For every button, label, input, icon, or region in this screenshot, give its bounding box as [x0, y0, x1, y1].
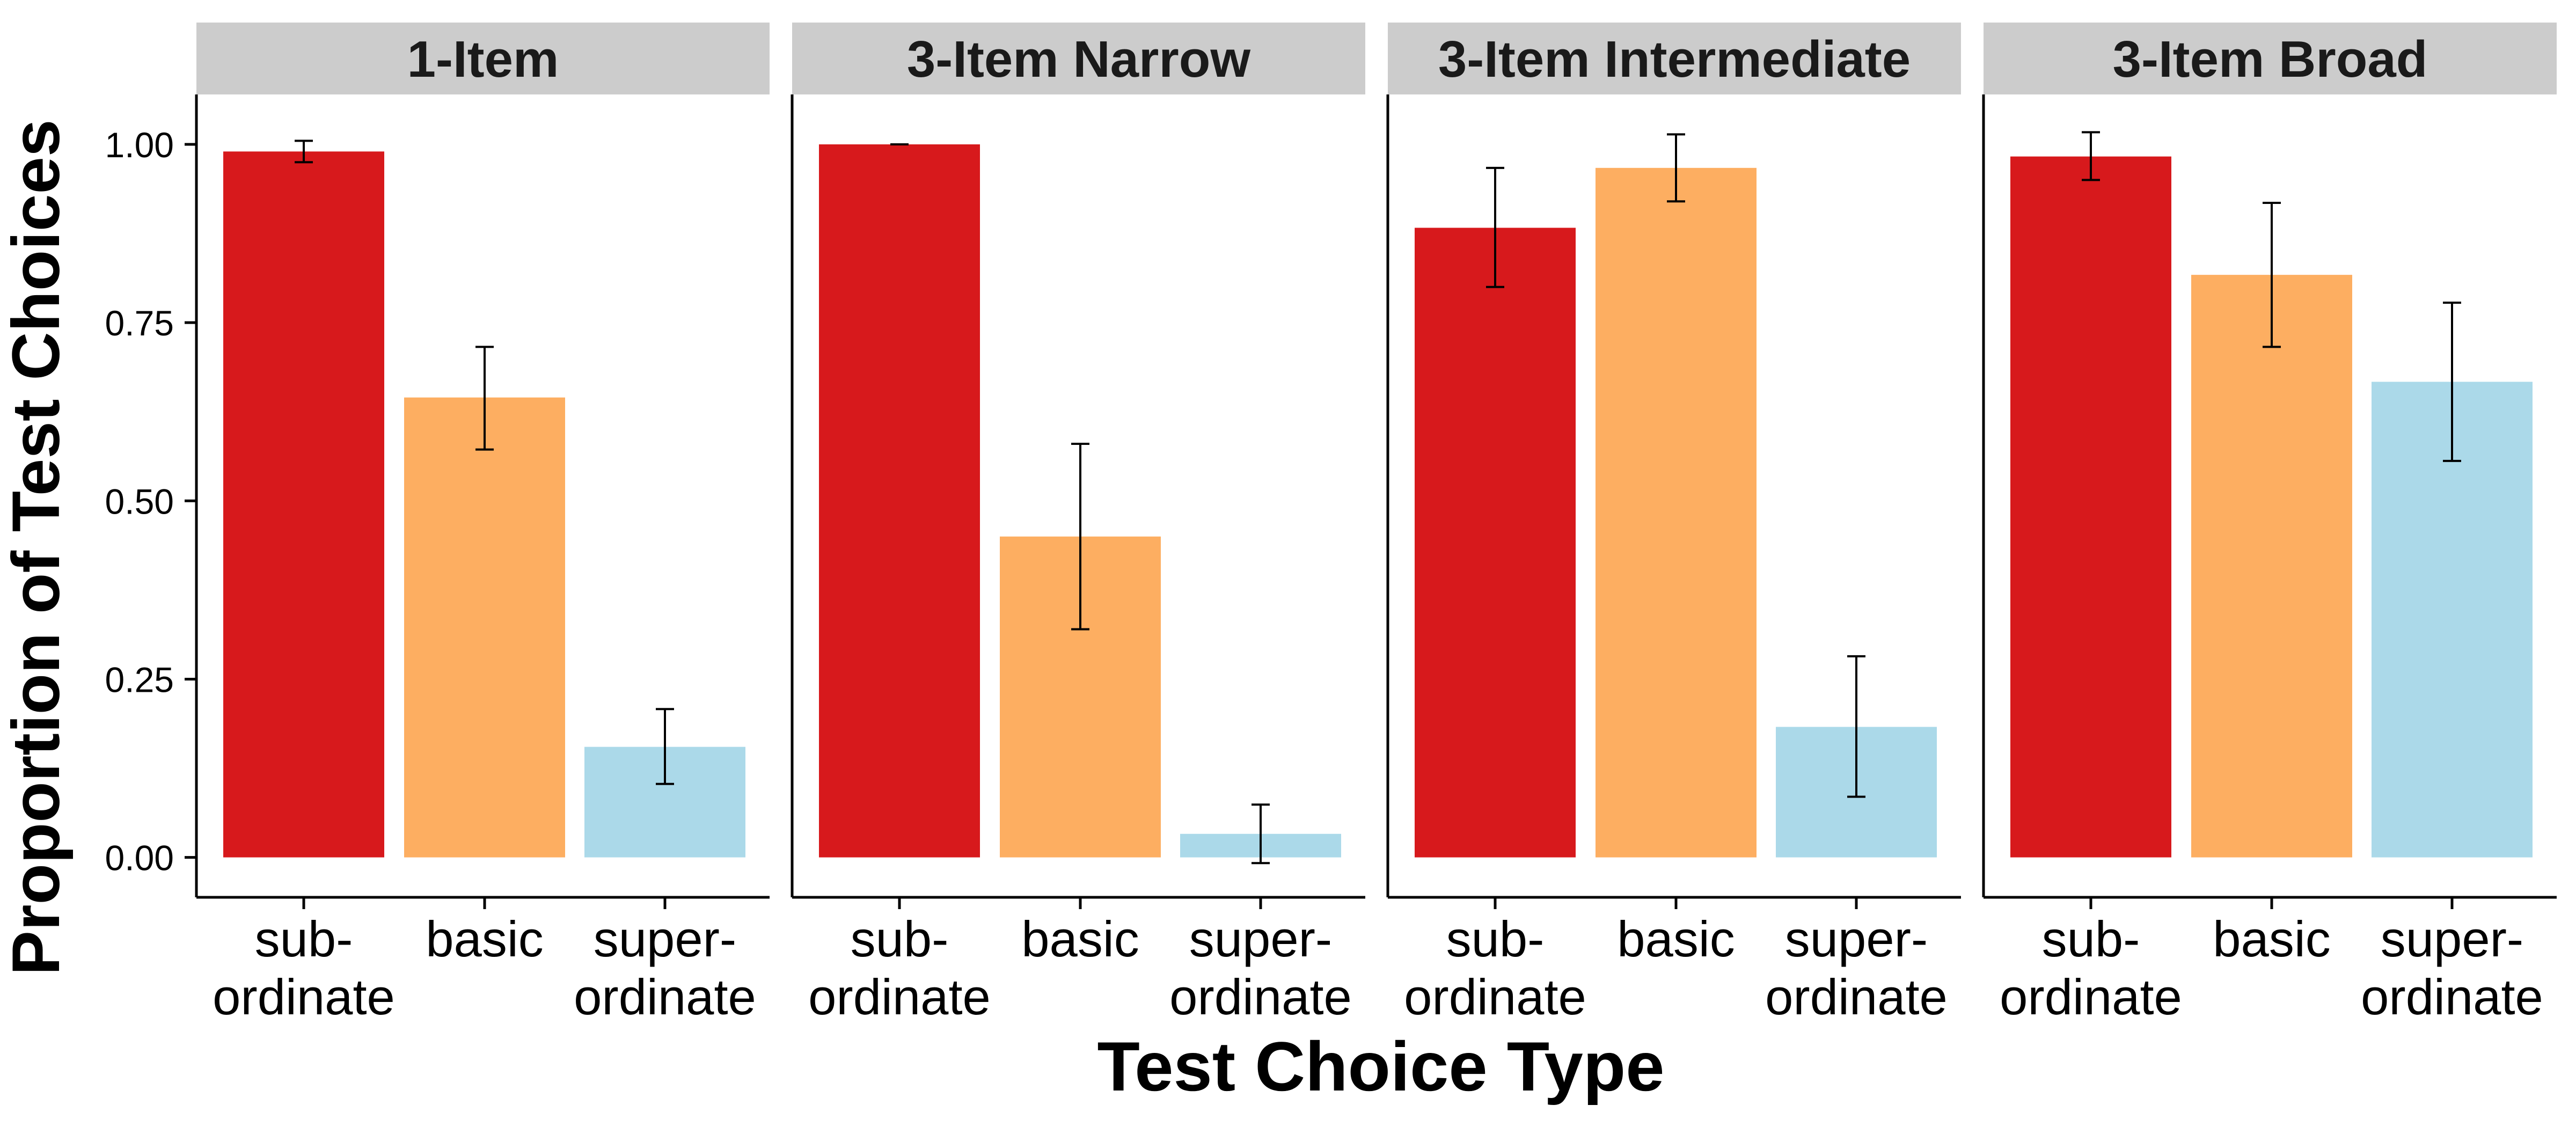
chart-panels: 1-Item sub-ordinate basic super-ordinate 0.0…	[105, 23, 2557, 1025]
x-tick-label: super-	[1785, 911, 1928, 967]
x-tick-label: basic	[426, 911, 543, 967]
y-tick-label: 0.50	[105, 481, 174, 521]
panel-strip	[792, 23, 1365, 94]
x-tick-label: sub-	[851, 911, 949, 967]
x-tick-label: ordinate	[213, 969, 395, 1025]
panel-1: 1-Item sub-ordinate basic super-ordinate 0.0…	[105, 23, 770, 1025]
x-tick-label: sub-	[1446, 911, 1545, 967]
x-tick-label: sub-	[2042, 911, 2140, 967]
x-tick-label: basic	[1617, 911, 1735, 967]
bar-basic	[1596, 167, 1757, 858]
y-tick-label: 0.25	[105, 660, 174, 699]
y-tick-label: 1.00	[105, 125, 174, 165]
x-tick-label: super-	[1189, 911, 1332, 967]
x-tick-label: ordinate	[1404, 969, 1586, 1025]
bar-subordinate	[2010, 156, 2171, 858]
x-tick-label: super-	[2381, 911, 2523, 967]
panel-3: 3-Item Intermediate sub-ordinate basic supe…	[1386, 23, 1961, 1025]
bar-subordinate	[223, 151, 384, 858]
x-tick-label: ordinate	[574, 969, 756, 1025]
panel-4: 3-Item Broad sub-ordinate basic super-ordin…	[1982, 23, 2557, 1025]
panel-strip	[1984, 23, 2557, 94]
y-tick-label: 0.75	[105, 303, 174, 343]
panel-title: 3-Item Intermediate	[1438, 31, 1911, 88]
bar-subordinate	[1415, 228, 1576, 858]
x-tick-label: ordinate	[808, 969, 991, 1025]
y-tick-label: 0.00	[105, 838, 174, 878]
bar-basic	[2191, 275, 2352, 858]
panel-title: 3-Item Narrow	[907, 31, 1251, 88]
panel-2: 3-Item Narrow sub-ordinate basic super-ordi…	[791, 23, 1365, 1025]
panel-strip	[1388, 23, 1961, 94]
panel-title: 3-Item Broad	[2113, 31, 2428, 88]
y-axis-title: Proportion of Test Choices	[0, 120, 74, 976]
x-tick-label: super-	[594, 911, 736, 967]
x-tick-label: ordinate	[2361, 969, 2543, 1025]
x-tick-label: sub-	[255, 911, 353, 967]
bar-basic	[404, 397, 565, 858]
panel-title: 1-Item	[407, 31, 559, 88]
x-tick-label: basic	[1021, 911, 1139, 967]
x-tick-label: basic	[2213, 911, 2330, 967]
x-tick-label: ordinate	[2000, 969, 2182, 1025]
x-tick-label: ordinate	[1765, 969, 1948, 1025]
bar-subordinate	[819, 144, 980, 858]
x-axis-title: Test Choice Type	[1097, 1027, 1664, 1106]
panel-strip	[196, 23, 770, 94]
x-tick-label: ordinate	[1169, 969, 1352, 1025]
